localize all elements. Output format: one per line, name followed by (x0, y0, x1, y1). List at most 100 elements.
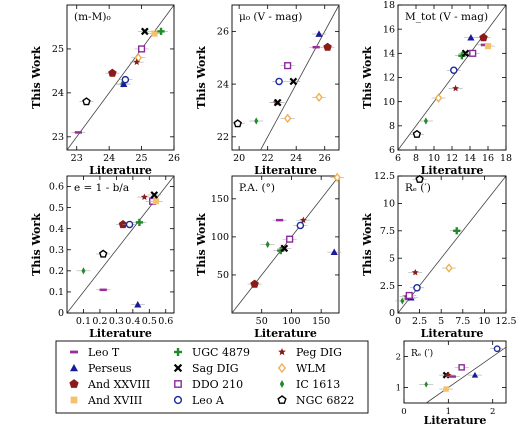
legend-marker-leo-t (70, 350, 78, 354)
y-tick-label: 0 (58, 308, 64, 319)
y-tick-label: 25 (52, 44, 64, 55)
data-point-leo-t (275, 218, 284, 222)
x-tick-label: 25 (136, 153, 148, 164)
data-point-and-xviii (152, 198, 159, 205)
data-point-ic-1613 (254, 117, 259, 125)
data-point-sag-dig (280, 244, 289, 253)
one-to-one-line (231, 175, 340, 314)
plot-frame (403, 340, 507, 404)
y-tick-label: 1 (396, 384, 401, 394)
y-tick-label: 7.5 (380, 226, 395, 237)
x-axis-label: Literature (254, 164, 317, 177)
y-axis-label: This Work (30, 213, 43, 276)
y-tick-label: 26 (217, 27, 229, 38)
x-tick-label: 16 (482, 153, 494, 164)
plot-frame (66, 175, 175, 314)
y-tick-label: 0 (389, 308, 395, 319)
legend-label-and-xxviii: And XXVIII (87, 378, 150, 391)
x-tick-label: 0.1 (76, 316, 91, 327)
data-point-wlm (445, 263, 453, 273)
data-point-sag-dig (289, 77, 298, 86)
data-point-and-xxviii (108, 68, 117, 77)
data-point-ddo-210 (458, 364, 465, 371)
data-point-ddo-210 (137, 45, 146, 53)
x-tick-label: 10 (478, 316, 490, 327)
x-tick-label: 8 (413, 153, 419, 164)
y-axis-label: This Work (195, 213, 208, 276)
plot-frame (231, 175, 340, 314)
data-point-wlm (434, 93, 443, 103)
one-to-one-line (397, 4, 507, 151)
y-tick-label: 0.5 (49, 203, 64, 214)
x-axis-label: Literature (254, 327, 317, 340)
legend-label-ddo-210: DDO 210 (192, 378, 243, 391)
x-tick-label: 7.5 (455, 316, 470, 327)
chart-panel-7: 0 1 2 1 2 Rₑ (′) Literature (396, 340, 507, 426)
data-point-leo-t (449, 375, 456, 378)
panel-label: M_tot (V - mag) (405, 11, 488, 23)
data-point-ngc-6822 (412, 129, 422, 138)
data-point-ugc-4879 (453, 227, 461, 235)
legend-marker-ic-1613 (279, 380, 285, 388)
legend-label-perseus: Perseus (88, 362, 132, 375)
y-tick-label: 16 (383, 24, 395, 35)
y-tick-label: 18 (383, 0, 395, 11)
data-point-and-xviii (484, 43, 492, 50)
data-point-peg-dig (411, 268, 419, 276)
data-point-leo-t (480, 43, 488, 47)
x-axis-label: Literature (421, 164, 484, 177)
data-point-leo-a (296, 221, 305, 230)
x-tick-label: 100 (282, 316, 300, 327)
chart-panel-6: 0 2.5 5 7.5 10 12.5 0 2.5 5 7.5 10 12.5 Rₑ (′) Litera… (361, 171, 517, 340)
legend-label-leo-t: Leo T (88, 346, 120, 359)
x-tick-label: 24 (103, 153, 115, 164)
y-tick-label: 12 (383, 73, 395, 84)
x-tick-label: 0 (401, 407, 406, 417)
data-point-perseus (134, 300, 142, 308)
x-tick-label: 14 (464, 153, 476, 164)
y-tick-label: 50 (217, 270, 229, 281)
data-point-ic-1613 (400, 297, 405, 305)
legend-label-peg-dig: Peg DIG (296, 346, 342, 359)
data-point-sag-dig (461, 49, 470, 58)
one-to-one-line (425, 346, 507, 404)
x-tick-label: 0.3 (109, 316, 124, 327)
y-tick-label: 100 (211, 232, 229, 243)
data-point-ic-1613 (423, 117, 428, 125)
one-to-one-line (397, 175, 507, 314)
data-point-perseus (330, 248, 338, 255)
x-tick-label: 0 (395, 316, 401, 327)
data-point-leo-a (413, 284, 421, 292)
y-tick-label: 24 (52, 88, 64, 99)
data-point-wlm (333, 172, 341, 183)
chart-panel-5: 50 100 150 50 100 150 P.A. (°) Literature This W… (195, 172, 345, 340)
data-point-wlm (315, 92, 323, 102)
data-point-ugc-4879 (135, 218, 144, 226)
legend-marker-and-xviii (70, 396, 78, 404)
data-point-leo-a (121, 75, 130, 84)
data-point-ic-1613 (265, 240, 270, 249)
data-point-ic-1613 (81, 267, 86, 275)
legend-label-leo-a: Leo A (192, 394, 225, 407)
data-point-and-xxviii (323, 42, 332, 51)
legend-label-and-xviii: And XVIII (87, 394, 142, 407)
data-point-ugc-4879 (157, 27, 165, 35)
data-point-leo-t (312, 45, 320, 49)
data-point-leo-t (74, 131, 82, 134)
legend-marker-ddo-210 (174, 380, 182, 388)
y-axis-label: This Work (195, 46, 208, 109)
legend-label-sag-dig: Sag DIG (192, 362, 239, 375)
x-tick-label: 0.6 (158, 316, 173, 327)
x-tick-label: 2.5 (412, 316, 427, 327)
legend-marker-peg-dig (278, 348, 286, 356)
data-point-sag-dig (273, 98, 282, 107)
data-point-and-xxviii (118, 220, 128, 229)
data-point-and-xviii (443, 386, 449, 392)
data-point-leo-a (125, 220, 134, 229)
chart-panel-2: 20 22 24 26 22 24 26 μ₀ (V - mag) Literature This… (195, 4, 340, 177)
y-tick-label: 0.1 (49, 287, 64, 298)
legend-marker-ngc-6822 (277, 395, 287, 404)
x-tick-label: 50 (256, 316, 268, 327)
x-tick-label: 12 (446, 153, 458, 164)
data-point-ddo-210 (284, 62, 292, 70)
